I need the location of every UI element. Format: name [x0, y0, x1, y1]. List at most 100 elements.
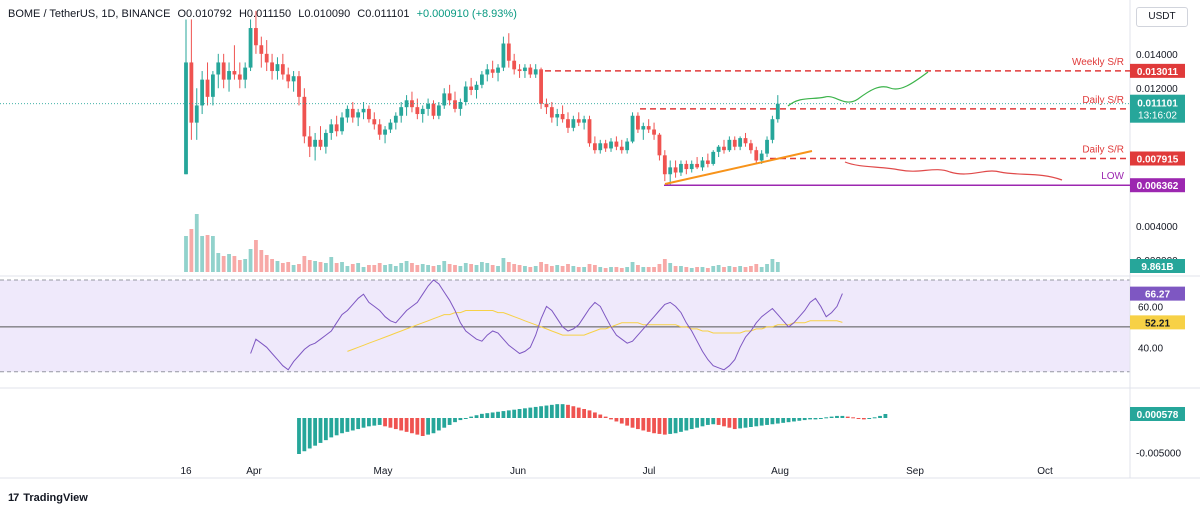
volume-bar [227, 254, 231, 272]
histogram-bar [334, 418, 339, 436]
volume-bar [469, 264, 474, 272]
candle-body [404, 100, 409, 108]
tradingview-branding[interactable]: 17 TradingView [8, 492, 88, 504]
ohlc-high: H0.011150 [238, 8, 292, 20]
candle-body [775, 103, 780, 120]
candle-body [280, 64, 285, 75]
candle-body [636, 115, 640, 130]
volume-bar [442, 261, 447, 272]
candle-body [625, 141, 630, 151]
candle-body [383, 129, 387, 135]
rsi-ma-label: 52.21 [1145, 318, 1170, 329]
volume-bar [700, 267, 705, 272]
volume-bar [458, 266, 463, 272]
volume-bar [705, 268, 710, 272]
candle-body [716, 146, 721, 152]
histogram-bar [566, 404, 570, 418]
volume-bar [221, 256, 226, 272]
price-change: +0.000910 (+8.93%) [416, 8, 517, 20]
volume-bar [350, 264, 355, 272]
candle-body [264, 53, 269, 63]
volume-bar [345, 266, 350, 272]
histogram-bar [383, 418, 387, 427]
histogram-bar [775, 418, 780, 424]
volume-bar [555, 265, 560, 272]
volume-bar [205, 235, 210, 272]
volume-bar [248, 249, 253, 272]
candle-body [329, 124, 334, 133]
volume-bar [566, 264, 570, 272]
candle-body [480, 74, 484, 85]
candle-body [399, 107, 404, 116]
histogram-bar [592, 412, 597, 418]
histogram-bar [469, 416, 474, 418]
volume-bar [749, 266, 753, 272]
candle-body [270, 62, 274, 72]
histogram-bar [571, 406, 576, 418]
candle-body [307, 136, 312, 147]
histogram-bar [474, 415, 479, 418]
volume-bar [334, 263, 339, 272]
bearish-projection [844, 161, 1063, 181]
volume-bar [383, 265, 387, 272]
histogram-bar [614, 418, 619, 422]
volume-bar [399, 263, 404, 272]
histogram-bar [307, 418, 312, 449]
candle-body [200, 79, 205, 106]
histogram-bar [582, 409, 587, 418]
histogram-bar [350, 418, 355, 431]
histogram-bar [749, 418, 753, 427]
volume-bar [302, 256, 307, 272]
candle-body [673, 167, 678, 173]
histogram-bar [867, 418, 872, 419]
histogram-bar [625, 418, 630, 426]
histogram-bar [506, 410, 511, 418]
volume-bar [496, 266, 500, 272]
candle-body [372, 119, 377, 125]
volume-bar [329, 257, 334, 272]
volume-bar [560, 266, 565, 272]
histogram-bar [587, 410, 592, 418]
brand-name: TradingView [23, 492, 88, 504]
volume-bar [657, 264, 662, 272]
volume-bar [243, 259, 248, 272]
candle-body [576, 119, 581, 123]
histogram-bar [415, 418, 420, 435]
volume-bar [603, 268, 608, 272]
rsi-value-tag [1130, 286, 1185, 301]
volume-bar [652, 267, 656, 272]
histogram-bar [533, 406, 538, 418]
volume-bar [775, 262, 780, 272]
candle-body [533, 69, 538, 75]
histogram-bar [684, 418, 689, 431]
candle-body [598, 143, 603, 151]
candle-body [345, 108, 350, 118]
volume-tag [1130, 259, 1185, 273]
histogram-bar [673, 418, 678, 434]
volume-bar [754, 264, 759, 272]
histogram-bar [388, 418, 393, 428]
histogram-bar [549, 404, 554, 418]
histogram-bar [802, 418, 807, 421]
histogram-bar [399, 418, 404, 431]
volume-bar [501, 258, 506, 272]
volume-bar [533, 266, 538, 272]
candle-body [722, 146, 726, 151]
volume-bar [738, 266, 743, 272]
currency-button[interactable]: USDT [1136, 7, 1188, 27]
candle-body [657, 134, 662, 156]
histogram-bar [490, 412, 495, 418]
volume-bar [614, 267, 619, 272]
volume-bar [410, 263, 414, 272]
histogram-bar [442, 418, 447, 428]
volume-bar [270, 259, 274, 272]
candle-body [297, 76, 301, 97]
candle-body [679, 163, 683, 173]
histogram-bar [436, 418, 441, 431]
volume-bar [592, 265, 597, 272]
candle-body [732, 139, 737, 147]
candle-body [496, 67, 500, 73]
symbol-title[interactable]: BOME / TetherUS, 1D, BINANCE [8, 8, 171, 20]
volume-bar [770, 259, 775, 272]
